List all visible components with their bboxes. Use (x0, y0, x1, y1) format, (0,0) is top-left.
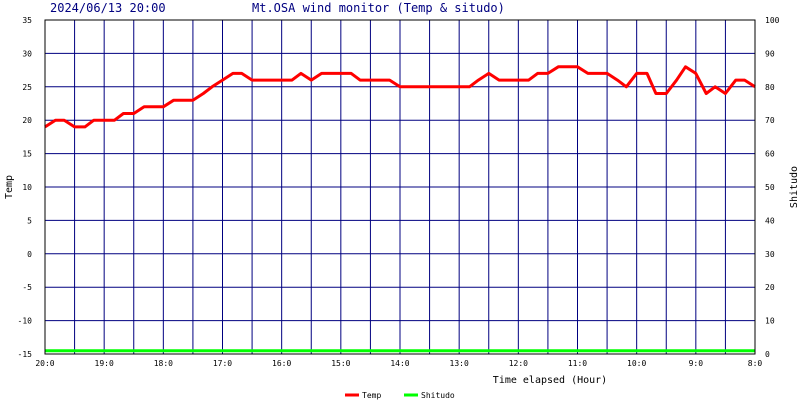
legend-label-temp: Temp (362, 391, 381, 400)
y-left-tick-label: 25 (22, 83, 32, 92)
series-layer (44, 65, 756, 353)
y-right-tick-label: 80 (765, 83, 775, 92)
x-tick-label: 11:0 (568, 359, 587, 368)
y-left-tick-label: 20 (22, 116, 32, 125)
y-right-tick-label: 90 (765, 49, 775, 58)
y-right-tick-label: 60 (765, 150, 775, 159)
x-tick-label: 12:0 (509, 359, 528, 368)
x-tick-label: 18:0 (154, 359, 173, 368)
x-tick-label: 17:0 (213, 359, 232, 368)
plot-border (44, 19, 756, 355)
series-line-temp (44, 65, 756, 129)
y-left-tick-label: 0 (27, 250, 32, 259)
y-right-tick-label: 10 (765, 317, 775, 326)
y-axis-left-label: Temp (4, 175, 15, 199)
x-tick-label: 19:0 (95, 359, 114, 368)
y-axis-left-ticks: 35 30 25 20 15 10 5 0 -5 -10 -15 (18, 16, 33, 359)
header-title: Mt.OSA wind monitor (Temp & situdo) (252, 1, 505, 15)
y-right-tick-label: 50 (765, 183, 775, 192)
x-tick-label: 15:0 (331, 359, 350, 368)
x-tick-label: 9:0 (689, 359, 704, 368)
y-right-tick-label: 0 (765, 350, 770, 359)
x-tick-label: 14:0 (390, 359, 409, 368)
x-tick-label: 8:0 (748, 359, 763, 368)
y-right-tick-label: 40 (765, 216, 775, 225)
x-tick-label: 13:0 (450, 359, 469, 368)
legend-label-shitudo: Shitudo (421, 391, 455, 400)
y-left-tick-label: 35 (22, 16, 32, 25)
y-left-tick-label: -15 (18, 350, 33, 359)
x-axis-ticks: 20:0 19:0 18:0 17:0 16:0 15:0 14:0 13:0 12:0 11:0… (35, 359, 762, 368)
x-axis-label: Time elapsed (Hour) (493, 375, 607, 386)
x-tick-label: 20:0 (35, 359, 54, 368)
y-right-tick-label: 70 (765, 116, 775, 125)
y-left-tick-label: -10 (18, 317, 33, 326)
y-right-tick-label: 100 (765, 16, 780, 25)
y-axis-right-label: Shitudo (789, 166, 800, 208)
y-right-tick-label: 20 (765, 283, 775, 292)
y-right-tick-label: 30 (765, 250, 775, 259)
y-left-tick-label: 30 (22, 49, 32, 58)
header-datetime: 2024/06/13 20:00 (50, 1, 166, 15)
y-left-tick-label: 15 (22, 150, 32, 159)
x-tick-label: 16:0 (272, 359, 291, 368)
x-tick-label: 10:0 (627, 359, 646, 368)
legend: Temp Shitudo (345, 391, 455, 400)
y-left-tick-label: -5 (22, 283, 32, 292)
y-left-tick-label: 10 (22, 183, 32, 192)
y-left-tick-label: 5 (27, 216, 32, 225)
